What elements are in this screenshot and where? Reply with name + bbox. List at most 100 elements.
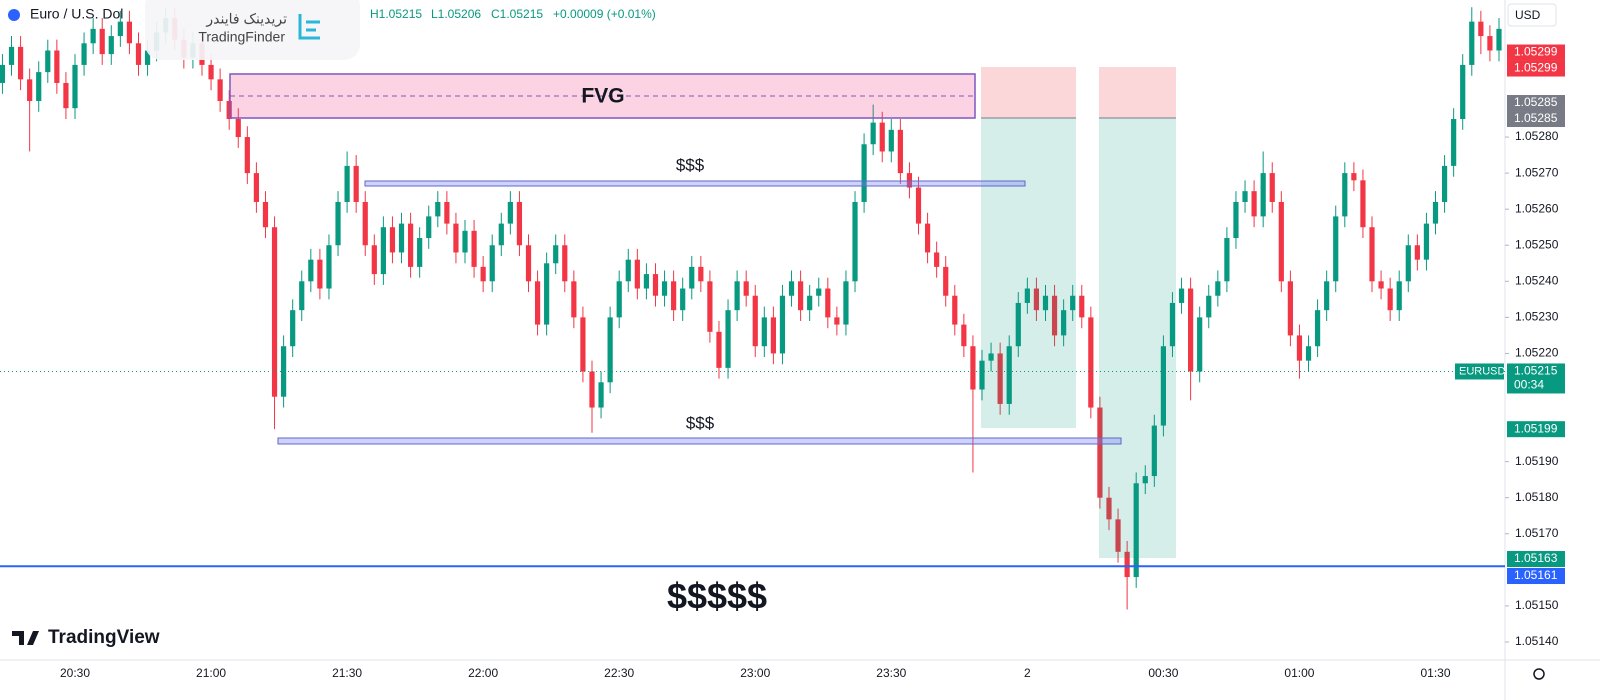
symbol-name: Euro / U.S. Dol [30, 6, 123, 22]
candle-body [81, 43, 87, 65]
candle-body [852, 201, 858, 282]
candle-body [1142, 476, 1148, 484]
candle-body [734, 281, 740, 311]
settings-icon[interactable] [1533, 668, 1545, 680]
y-tick-label: 1.05280 [1515, 129, 1559, 143]
candle-body [1278, 201, 1284, 282]
candle-body [870, 122, 876, 145]
candle-body [1188, 288, 1194, 372]
candle-body [1124, 551, 1130, 578]
x-tick-label: 22:00 [468, 666, 498, 680]
candle-body [0, 64, 6, 83]
candle-body [807, 295, 813, 311]
candle-body [970, 346, 976, 390]
candle-body [1079, 295, 1085, 318]
price-label: 1.05161 [1514, 568, 1558, 582]
candle-body [607, 317, 613, 383]
price-label: 1.05285 [1514, 111, 1558, 125]
candle-body [326, 245, 332, 289]
price-axis: 1.05280 1.05270 1.05260 1.05250 1.05240 1.052… [1455, 44, 1565, 648]
x-tick-label: 23:00 [740, 666, 770, 680]
candle-body [516, 201, 523, 246]
candle-body [1151, 425, 1157, 477]
y-tick-label: 1.05220 [1515, 346, 1559, 360]
candle-body [453, 223, 459, 253]
price-label-box [1507, 551, 1565, 568]
candle-body [371, 245, 377, 275]
x-tick-label: 01:30 [1420, 666, 1450, 680]
major-liquidity-label: $$$$$ [667, 576, 767, 617]
y-tick-label: 1.05250 [1515, 237, 1559, 251]
candle-body [1160, 346, 1166, 426]
candle-body [779, 295, 786, 354]
watermark-title: تریدینک فایندر [205, 11, 287, 28]
candle-body [308, 259, 314, 282]
candle-body [507, 201, 513, 224]
candle-body [1006, 346, 1012, 404]
y-tick-label: 1.05260 [1515, 201, 1559, 215]
candle-body [1405, 245, 1411, 282]
candle-body [1206, 295, 1212, 318]
x-tick-label: 00:30 [1148, 666, 1178, 680]
candle-body [598, 382, 604, 408]
currency-label: USD [1515, 8, 1541, 22]
candle-body [126, 21, 133, 44]
candle-body [752, 295, 758, 347]
candle-body [544, 263, 550, 325]
ohlc-change: +0.00009 (+0.01%) [553, 7, 656, 21]
candle-body [290, 310, 296, 347]
candle-body [353, 165, 359, 202]
candle-body [952, 295, 958, 325]
candle-body [897, 129, 903, 174]
candle-body [761, 317, 767, 347]
watermark-subtitle: TradingFinder [198, 29, 285, 45]
drawings: FVG $$$ $$$ $$$$$ [229, 67, 1176, 617]
price-label: 1.05285 [1514, 95, 1558, 109]
y-tick-label: 1.05270 [1515, 165, 1559, 179]
price-label-box [1507, 568, 1565, 585]
candle-body [362, 201, 368, 246]
candle-body [707, 281, 713, 332]
price-label: 1.05215 [1514, 364, 1558, 378]
candle-body [1496, 28, 1502, 51]
candle-body [652, 274, 659, 296]
price-label: 1.05299 [1514, 61, 1558, 75]
candle-body [1378, 281, 1384, 289]
candle-body [1478, 21, 1484, 37]
candle-body [54, 50, 60, 83]
candle-body [553, 245, 559, 264]
price-label: 1.05199 [1514, 421, 1558, 435]
liquidity-label: $$$ [686, 413, 715, 432]
ohlc-low: L1.05206 [431, 7, 481, 21]
candle-body [725, 310, 731, 368]
candle-body [671, 281, 677, 311]
candle-body [1061, 310, 1067, 336]
candle-body [1224, 238, 1230, 282]
candle-body [743, 281, 749, 296]
candle-body [979, 360, 985, 390]
liquidity-label: $$$ [676, 155, 705, 174]
candle-body [625, 259, 631, 282]
candle-body [27, 79, 33, 101]
watermark-logo [298, 14, 320, 40]
candle-body [1451, 119, 1457, 166]
y-tick-label: 1.05150 [1515, 598, 1559, 612]
candle-body [1242, 191, 1248, 202]
candle-body [36, 72, 42, 101]
target-zone [981, 118, 1076, 428]
target-zone [1099, 118, 1176, 558]
candle-body [1033, 288, 1040, 311]
candle-body [1432, 201, 1439, 224]
candle-body [924, 223, 931, 253]
candle-body [888, 129, 894, 152]
candle-body [271, 227, 278, 397]
y-tick-label: 1.05230 [1515, 310, 1559, 324]
candle-body [1169, 302, 1176, 347]
candle-body [879, 122, 885, 152]
candle-body [1360, 180, 1366, 228]
candle-body [1324, 281, 1330, 311]
currency-button[interactable] [1507, 3, 1557, 27]
candle-body [1051, 295, 1058, 336]
